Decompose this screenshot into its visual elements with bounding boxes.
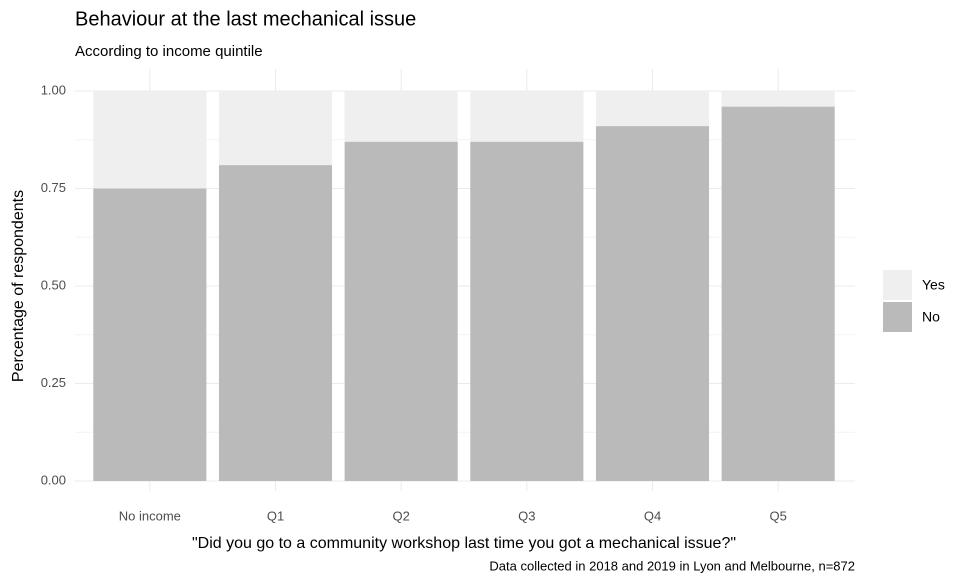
bar-segment [470, 91, 584, 142]
x-tick-label: Q4 [644, 508, 661, 523]
x-tick-label: Q5 [769, 508, 786, 523]
caption: Data collected in 2018 and 2019 in Lyon … [489, 558, 855, 573]
y-tick-label: 0.00 [41, 472, 66, 487]
y-tick-label: 0.75 [41, 180, 66, 195]
bar-segment [721, 91, 835, 107]
bar-segment [595, 126, 710, 481]
x-tick-label: Q3 [518, 508, 535, 523]
x-tick-label: No income [119, 508, 181, 523]
legend-key [883, 270, 912, 300]
bar-segment [344, 141, 458, 481]
bar-segment [721, 106, 835, 481]
x-tick-label: Q2 [392, 508, 409, 523]
bar-segment [595, 91, 710, 127]
y-tick-label: 0.25 [41, 375, 66, 390]
bar-segment [218, 91, 333, 166]
bar-segment [470, 141, 584, 481]
y-tick-label: 1.00 [41, 82, 66, 97]
legend-key [883, 302, 912, 332]
y-tick-label: 0.50 [41, 277, 66, 292]
bar-segment [93, 91, 207, 189]
legend-label: Yes [922, 277, 945, 293]
chart-title: Behaviour at the last mechanical issue [75, 8, 416, 30]
x-tick-label: Q1 [267, 508, 284, 523]
legend-label: No [922, 309, 940, 325]
bar-segment [218, 165, 333, 481]
chart-subtitle: According to income quintile [75, 43, 263, 60]
bar-segment [344, 91, 458, 142]
y-axis-label: Percentage of respondents [10, 190, 27, 382]
bar-segment [93, 188, 207, 481]
x-axis-label: "Did you go to a community workshop last… [192, 535, 736, 552]
